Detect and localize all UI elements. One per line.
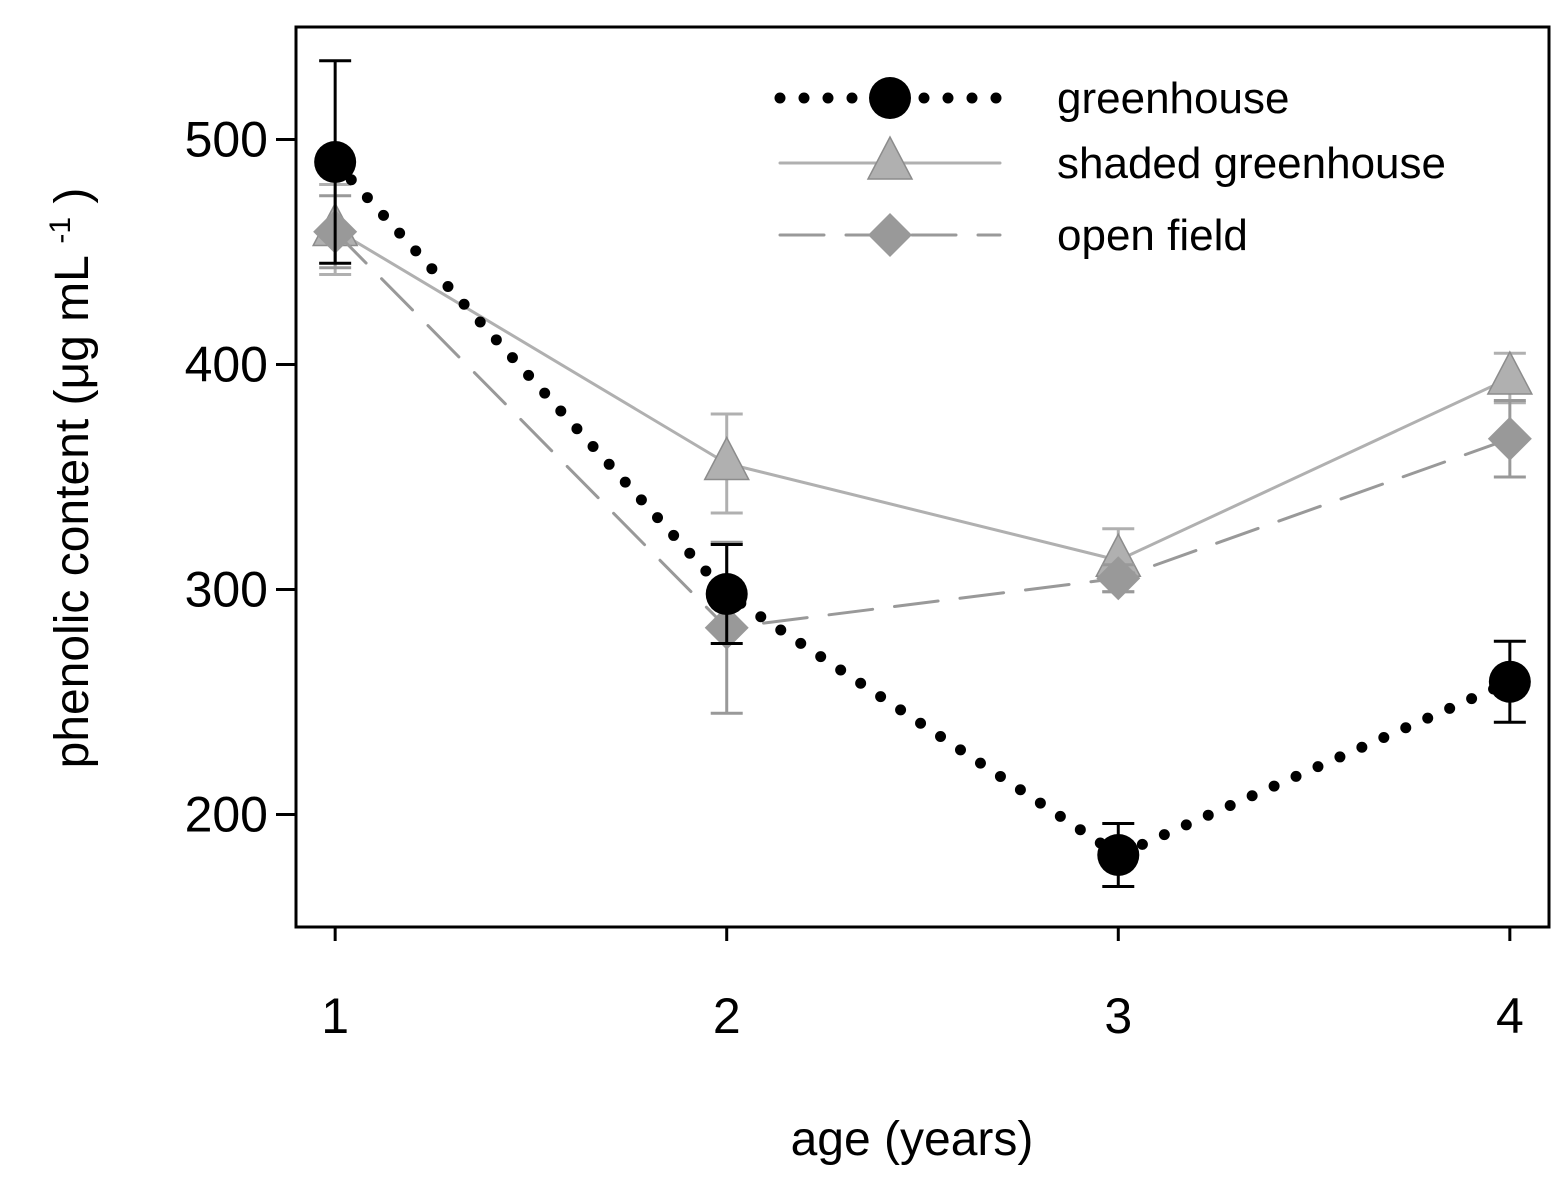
legend-marker xyxy=(866,135,914,180)
y-axis-title-main: phenolic content (μg mL xyxy=(46,256,99,769)
legend-item-open-field: open field xyxy=(778,211,1248,260)
legend: greenhouse shaded greenhouse open field xyxy=(774,74,1446,260)
legend-item-greenhouse: greenhouse xyxy=(774,74,1289,123)
series-line xyxy=(333,230,1512,630)
legend-label: shaded greenhouse xyxy=(1057,139,1446,188)
x-tick-label: 2 xyxy=(713,988,741,1044)
data-point xyxy=(1096,556,1141,601)
x-axis: 1 2 3 4 xyxy=(321,927,1524,1044)
data-point xyxy=(314,141,357,183)
y-tick-label: 400 xyxy=(185,337,268,393)
series-line xyxy=(329,156,1516,861)
data-point xyxy=(703,435,750,481)
y-tick-label: 200 xyxy=(185,787,268,843)
legend-label: greenhouse xyxy=(1057,74,1289,123)
series-greenhouse xyxy=(314,59,1531,888)
data-point xyxy=(1488,660,1531,703)
x-tick-label: 3 xyxy=(1104,988,1132,1044)
plot-frame xyxy=(294,25,1551,929)
y-tick-label: 300 xyxy=(185,562,268,618)
x-axis-title: age (years) xyxy=(791,1113,1034,1166)
legend-marker xyxy=(868,213,912,257)
legend-label: open field xyxy=(1057,211,1248,260)
y-axis-title: phenolic content (μg mL -1 ) xyxy=(28,188,99,769)
y-tick-label: 500 xyxy=(185,112,268,168)
x-tick-label: 4 xyxy=(1496,988,1524,1044)
y-axis-title-sup: -1 xyxy=(44,217,77,244)
series-shaded-greenhouse xyxy=(311,183,1534,594)
series-layer xyxy=(311,59,1534,888)
data-point xyxy=(705,573,748,615)
y-axis-title-close: ) xyxy=(46,188,99,204)
legend-marker xyxy=(869,77,911,119)
data-point xyxy=(1487,416,1532,461)
series-open-field xyxy=(313,194,1532,715)
y-axis: 200 300 400 500 xyxy=(185,112,296,843)
data-point xyxy=(1486,350,1534,395)
x-tick-label: 1 xyxy=(321,988,349,1044)
series-line xyxy=(333,228,1512,562)
data-point xyxy=(1097,834,1140,876)
legend-item-shaded-greenhouse: shaded greenhouse xyxy=(778,135,1446,188)
